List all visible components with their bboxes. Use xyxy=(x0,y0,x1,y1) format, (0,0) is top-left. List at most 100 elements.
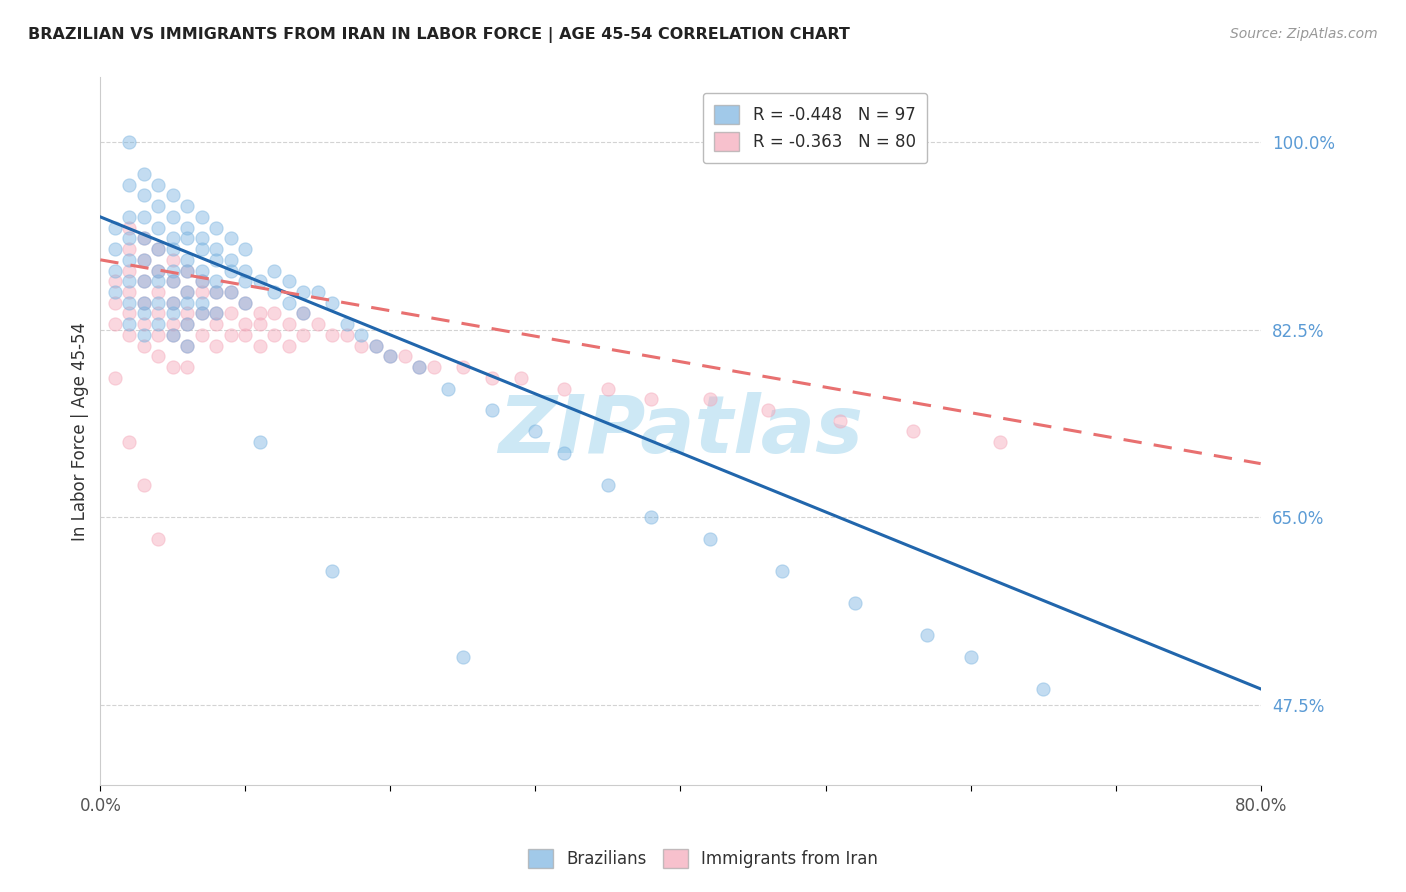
Point xyxy=(249,338,271,352)
Point xyxy=(176,263,198,277)
Point xyxy=(277,274,299,288)
Point xyxy=(104,242,127,256)
Point xyxy=(176,338,198,352)
Point xyxy=(235,317,257,331)
Point xyxy=(162,231,184,245)
Point xyxy=(219,327,242,342)
Point xyxy=(118,327,141,342)
Point xyxy=(191,263,214,277)
Point xyxy=(219,263,242,277)
Point xyxy=(176,338,198,352)
Point xyxy=(118,135,141,149)
Point xyxy=(132,188,155,202)
Point xyxy=(132,306,155,320)
Point xyxy=(756,403,779,417)
Point xyxy=(510,371,533,385)
Point xyxy=(191,327,214,342)
Point xyxy=(307,317,329,331)
Point xyxy=(959,649,981,664)
Point xyxy=(118,274,141,288)
Point xyxy=(118,231,141,245)
Point xyxy=(176,306,198,320)
Point xyxy=(191,285,214,299)
Point xyxy=(148,242,170,256)
Point xyxy=(844,596,866,610)
Legend: R = -0.448   N = 97, R = -0.363   N = 80: R = -0.448 N = 97, R = -0.363 N = 80 xyxy=(703,93,928,163)
Point xyxy=(292,285,315,299)
Point xyxy=(104,263,127,277)
Point xyxy=(118,306,141,320)
Point xyxy=(162,317,184,331)
Point xyxy=(408,360,430,375)
Point xyxy=(148,327,170,342)
Point xyxy=(553,446,575,460)
Point xyxy=(176,285,198,299)
Point xyxy=(132,210,155,224)
Point xyxy=(104,371,127,385)
Point xyxy=(437,382,460,396)
Point xyxy=(307,285,329,299)
Point xyxy=(219,306,242,320)
Point xyxy=(162,327,184,342)
Point xyxy=(263,306,285,320)
Point xyxy=(219,285,242,299)
Point xyxy=(104,285,127,299)
Point xyxy=(235,295,257,310)
Point xyxy=(640,510,662,524)
Point xyxy=(132,231,155,245)
Point xyxy=(132,478,155,492)
Point xyxy=(205,306,228,320)
Point xyxy=(205,220,228,235)
Point xyxy=(191,274,214,288)
Point xyxy=(176,199,198,213)
Point xyxy=(162,306,184,320)
Point xyxy=(148,285,170,299)
Point xyxy=(132,167,155,181)
Point xyxy=(191,242,214,256)
Point xyxy=(162,252,184,267)
Point xyxy=(176,285,198,299)
Point xyxy=(132,274,155,288)
Point xyxy=(118,220,141,235)
Point xyxy=(596,478,619,492)
Point xyxy=(699,392,721,407)
Point xyxy=(380,349,402,363)
Point xyxy=(162,188,184,202)
Point xyxy=(118,242,141,256)
Point xyxy=(148,178,170,192)
Point xyxy=(451,360,474,375)
Point xyxy=(176,220,198,235)
Point xyxy=(336,317,359,331)
Point xyxy=(104,220,127,235)
Point xyxy=(118,210,141,224)
Text: ZIPatlas: ZIPatlas xyxy=(498,392,863,470)
Point xyxy=(249,274,271,288)
Point xyxy=(350,327,373,342)
Point xyxy=(132,317,155,331)
Point xyxy=(132,327,155,342)
Point xyxy=(481,371,503,385)
Point xyxy=(249,306,271,320)
Point xyxy=(191,306,214,320)
Point xyxy=(118,178,141,192)
Point xyxy=(162,327,184,342)
Point xyxy=(770,564,793,578)
Point xyxy=(176,317,198,331)
Point xyxy=(205,338,228,352)
Point xyxy=(132,274,155,288)
Point xyxy=(292,306,315,320)
Point xyxy=(263,327,285,342)
Point xyxy=(191,295,214,310)
Point xyxy=(640,392,662,407)
Point xyxy=(191,306,214,320)
Point xyxy=(596,382,619,396)
Point xyxy=(191,274,214,288)
Y-axis label: In Labor Force | Age 45-54: In Labor Force | Age 45-54 xyxy=(72,322,89,541)
Point xyxy=(118,317,141,331)
Point xyxy=(364,338,387,352)
Point xyxy=(321,564,343,578)
Point xyxy=(148,306,170,320)
Point xyxy=(132,231,155,245)
Point xyxy=(277,338,299,352)
Point xyxy=(915,628,938,642)
